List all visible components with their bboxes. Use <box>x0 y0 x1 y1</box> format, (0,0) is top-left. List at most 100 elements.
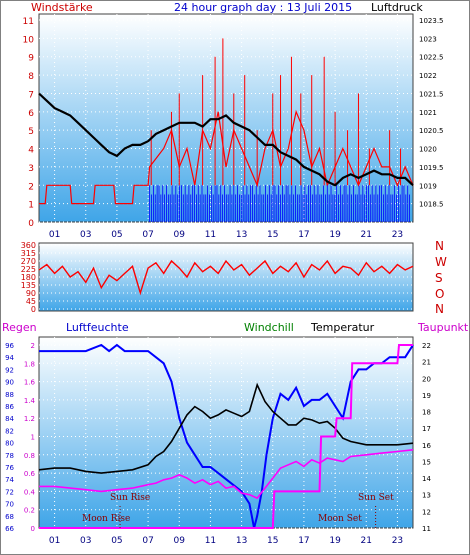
y-tick-label-humidity: 84 <box>5 415 14 423</box>
x-tick-label-p3: 23 <box>392 536 403 546</box>
compass-n-bottom: N <box>435 302 444 316</box>
annotation-moon-rise: Moon Rise <box>82 514 130 524</box>
y-tick-label-wind: 5 <box>28 127 34 137</box>
y-tick-label-wind: 6 <box>28 109 34 119</box>
y-tick-label-wind: 7 <box>28 90 34 100</box>
x-tick-label-p3: 07 <box>142 536 153 546</box>
y-tick-label-direction: 90 <box>26 289 36 298</box>
axis-text-layer: 012345678910111018.510191019.510201020.5… <box>5 17 443 546</box>
x-tick-label-p1: 21 <box>361 230 372 240</box>
y-tick-label-humidity: 78 <box>5 452 14 460</box>
legend-luftfeuchte: Luftfeuchte <box>66 321 129 334</box>
legend-taupunkt: Taupunkt <box>417 321 469 334</box>
y-tick-label-temperature: 12 <box>422 508 431 516</box>
y-tick-label-pressure: 1020.5 <box>419 127 444 135</box>
y-tick-label-humidity: 86 <box>5 403 14 411</box>
y-tick-label-direction: 0 <box>31 305 36 314</box>
y-tick-label-humidity: 96 <box>5 342 14 350</box>
y-tick-label-humidity: 82 <box>5 427 14 435</box>
y-tick-label-wind: 8 <box>28 72 34 82</box>
x-tick-label-p1: 23 <box>392 230 403 240</box>
annotation-moon-set: Moon Set <box>318 514 362 524</box>
y-tick-label-rain: 1.2 <box>24 415 35 423</box>
y-tick-label-humidity: 90 <box>5 379 14 387</box>
climate-panel <box>38 336 414 529</box>
x-tick-label-p1: 11 <box>205 230 216 240</box>
y-tick-label-humidity: 80 <box>5 440 14 448</box>
y-tick-label-pressure: 1023 <box>419 35 437 43</box>
y-tick-label-direction: 270 <box>21 257 36 266</box>
x-tick-label-p3: 01 <box>49 536 60 546</box>
y-tick-label-pressure: 1021 <box>419 109 437 117</box>
y-tick-label-direction: 180 <box>21 273 36 282</box>
y-tick-label-pressure: 1020 <box>419 146 437 154</box>
y-tick-label-rain: 0.6 <box>24 470 36 478</box>
y-tick-label-temperature: 11 <box>422 525 431 533</box>
y-tick-label-wind: 11 <box>23 17 34 27</box>
y-tick-label-direction: 360 <box>21 241 36 250</box>
y-tick-label-rain: 0 <box>31 525 35 533</box>
y-tick-label-temperature: 15 <box>422 458 431 466</box>
y-tick-label-wind: 0 <box>28 219 34 229</box>
x-tick-label-p3: 09 <box>174 536 186 546</box>
y-tick-label-direction: 45 <box>26 297 36 306</box>
compass-w: W <box>435 255 447 269</box>
y-tick-label-humidity: 66 <box>5 525 14 533</box>
y-tick-label-rain: 0.8 <box>24 452 35 460</box>
humidity-line <box>39 343 414 529</box>
x-tick-label-p1: 13 <box>236 230 247 240</box>
x-tick-label-p1: 19 <box>329 230 341 240</box>
y-tick-label-rain: 1 <box>31 434 35 442</box>
y-tick-label-rain: 1.4 <box>24 397 36 405</box>
y-tick-label-direction: 135 <box>21 281 36 290</box>
x-tick-label-p1: 03 <box>80 230 91 240</box>
wind-direction-line <box>38 259 414 296</box>
y-tick-label-temperature: 14 <box>422 475 431 483</box>
y-tick-label-rain: 1.6 <box>24 379 36 387</box>
annotation-sun-rise: Sun Rise <box>110 493 150 503</box>
y-tick-label-wind: 9 <box>28 54 34 64</box>
data-layer <box>38 38 414 529</box>
y-tick-label-humidity: 92 <box>5 366 14 374</box>
y-tick-label-humidity: 70 <box>5 501 14 509</box>
legend-windchill: Windchill <box>244 321 294 334</box>
y-tick-label-pressure: 1019.5 <box>419 164 444 172</box>
y-tick-label-humidity: 76 <box>5 464 14 472</box>
x-tick-label-p3: 19 <box>329 536 341 546</box>
y-tick-label-temperature: 13 <box>422 492 431 500</box>
wind-pressure-panel <box>38 13 414 223</box>
x-tick-label-p3: 11 <box>205 536 216 546</box>
y-tick-label-temperature: 18 <box>422 409 431 417</box>
y-tick-label-wind: 2 <box>28 182 34 192</box>
annotation-sun-set: Sun Set <box>358 493 394 503</box>
compass-s: S <box>435 271 443 285</box>
y-tick-label-rain: 2 <box>31 342 35 350</box>
y-tick-label-direction: 225 <box>21 265 36 274</box>
y-tick-label-temperature: 20 <box>422 375 431 383</box>
header-left-label: Windstärke <box>31 1 93 14</box>
y-tick-label-pressure: 1021.5 <box>419 90 444 98</box>
temperature-line <box>38 382 414 474</box>
y-tick-label-humidity: 68 <box>5 513 14 521</box>
chart-title: 24 hour graph day : 13 Juli 2015 <box>174 1 352 14</box>
y-tick-label-pressure: 1023.5 <box>419 17 444 25</box>
y-tick-label-rain: 0.4 <box>24 488 36 496</box>
y-tick-label-humidity: 72 <box>5 488 14 496</box>
x-tick-label-p1: 07 <box>142 230 153 240</box>
y-tick-label-humidity: 94 <box>5 354 14 362</box>
y-tick-label-temperature: 19 <box>422 392 431 400</box>
x-tick-label-p1: 17 <box>298 230 309 240</box>
x-tick-label-p1: 01 <box>49 230 60 240</box>
x-tick-label-p1: 15 <box>267 230 278 240</box>
y-tick-label-temperature: 17 <box>422 425 431 433</box>
x-tick-label-p3: 03 <box>80 536 91 546</box>
pressure-line <box>38 92 414 187</box>
compass-n-top: N <box>435 239 444 253</box>
y-tick-label-wind: 4 <box>28 146 34 156</box>
x-tick-label-p1: 09 <box>174 230 186 240</box>
legend-regen: Regen <box>2 321 37 334</box>
x-tick-label-p3: 17 <box>298 536 309 546</box>
y-tick-label-rain: 0.2 <box>24 507 35 515</box>
